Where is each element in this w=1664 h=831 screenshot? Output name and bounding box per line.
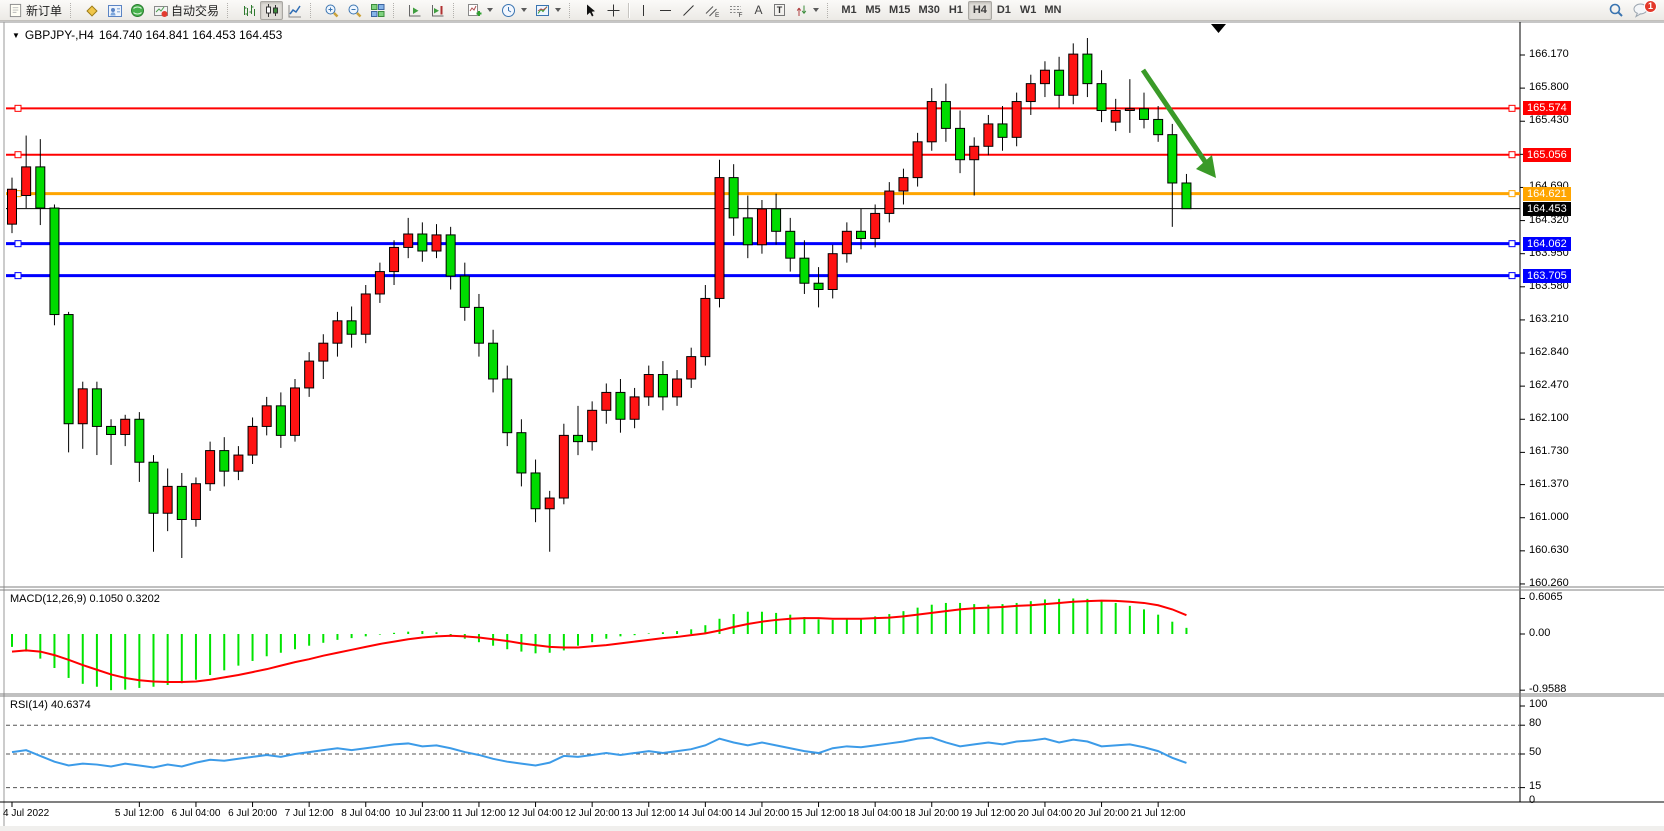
search-icon [1609,3,1623,17]
timeframe-m1-button[interactable]: M1 [837,1,861,20]
tile-windows-button[interactable] [366,1,389,20]
chart-shift-button[interactable] [426,1,449,20]
search-button[interactable] [1604,1,1628,20]
macd-indicator-label: MACD(12,26,9) 0.1050 0.3202 [10,593,160,605]
toolbar-grip [310,2,316,18]
time-scale[interactable] [0,803,1520,825]
chart-shift-icon [432,4,444,16]
new-order-label: 新订单 [26,3,63,18]
status-strip [0,826,1664,831]
autotrading-button[interactable]: 自动交易 [149,1,223,20]
text-icon: A [754,3,763,17]
dropdown-caret-icon [555,8,562,12]
market-watch-button[interactable] [80,1,103,20]
chart-title: ▼ GBPJPY-,H4 164.740 164.841 164.453 164… [12,28,282,42]
timeframe-h4-button[interactable]: H4 [967,0,992,20]
horizontal-line-button[interactable] [654,1,677,20]
arrows-button[interactable] [790,1,823,20]
chart-window [0,21,1664,826]
fibonacci-button[interactable]: F [724,1,748,20]
auto-scroll-button[interactable] [403,1,426,20]
toolbar-grip [453,2,459,18]
zoom-in-icon [325,4,339,17]
navigator-button[interactable] [103,1,126,20]
trendline-icon [683,4,694,16]
autotrading-icon [154,5,169,17]
template-icon [536,4,550,16]
new-order-icon [9,3,22,17]
diamond-icon [86,4,98,17]
zoom-out-icon [348,4,362,17]
rsi-indicator-label: RSI(14) 40.6374 [10,699,91,711]
toolbar-grip [227,2,233,18]
dropdown-caret-icon [813,8,820,12]
dropdown-caret-icon [521,8,528,12]
timeframe-d1-button[interactable]: D1 [992,1,1016,20]
tile-windows-icon [371,3,385,17]
timeframe-m15-button[interactable]: M15 [885,1,914,20]
cursor-arrow-icon [587,4,596,16]
notification-badge: 1 [1643,0,1657,13]
bar-chart-button[interactable] [237,1,260,20]
bar-chart-icon [244,4,256,16]
indicators-button[interactable] [463,1,497,20]
toolbar-grip [393,2,399,18]
clock-icon [502,3,516,17]
equidistant-channel-button[interactable]: E [700,1,724,20]
vertical-line-button[interactable] [633,1,654,20]
candlestick-chart-button[interactable] [260,0,284,20]
toolbar-separator [628,2,631,18]
toolbar-grip [827,2,833,18]
toolbar-grip [70,2,76,18]
timeframe-m30-button[interactable]: M30 [914,1,943,20]
fibonacci-icon: F [730,5,743,18]
timeframe-w1-button[interactable]: W1 [1016,1,1041,20]
notifications-button[interactable]: 1 [1628,0,1657,20]
candlestick-chart-icon [266,3,279,17]
timeframe-mn-button[interactable]: MN [1040,1,1065,20]
line-chart-icon [288,4,302,17]
crosshair-button[interactable] [602,1,625,20]
periods-button[interactable] [497,1,531,20]
main-toolbar: 新订单 自动交易 E F A T M1 M5 M15 M30 H1 H4 D1 … [0,0,1664,21]
channel-icon: E [705,5,720,18]
price-scale[interactable] [1521,22,1664,802]
symbol-dropdown-icon[interactable]: ▼ [12,30,20,40]
zoom-in-button[interactable] [320,1,343,20]
zoom-out-button[interactable] [343,1,366,20]
chart-symbol-period: GBPJPY-,H4 [24,28,94,42]
add-indicator-icon [468,3,482,16]
navigator-window-icon [108,4,123,17]
horizontal-line-icon [660,9,672,11]
vertical-line-icon [643,4,645,16]
timeframe-m5-button[interactable]: M5 [861,1,885,20]
new-order-button[interactable]: 新订单 [4,1,66,20]
chart-ohlc-readout: 164.740 164.841 164.453 164.453 [98,28,283,42]
arrow-objects-icon [796,5,807,16]
text-label-icon: T [773,4,786,16]
text-label-button[interactable]: T [769,1,790,20]
templates-button[interactable] [531,1,565,20]
svg-text:F: F [739,12,743,18]
data-center-button[interactable] [126,1,149,20]
cursor-button[interactable] [579,1,602,20]
autotrading-label: 自动交易 [171,3,220,18]
toolbar-grip [569,2,575,18]
line-chart-button[interactable] [283,1,306,20]
text-button[interactable]: A [748,1,769,20]
crosshair-icon [607,4,620,16]
svg-text:E: E [715,12,720,18]
dropdown-caret-icon [487,8,494,12]
timeframe-h1-button[interactable]: H1 [944,1,968,20]
trendline-button[interactable] [677,1,700,20]
connection-globe-icon [131,3,145,17]
auto-scroll-icon [409,4,421,16]
